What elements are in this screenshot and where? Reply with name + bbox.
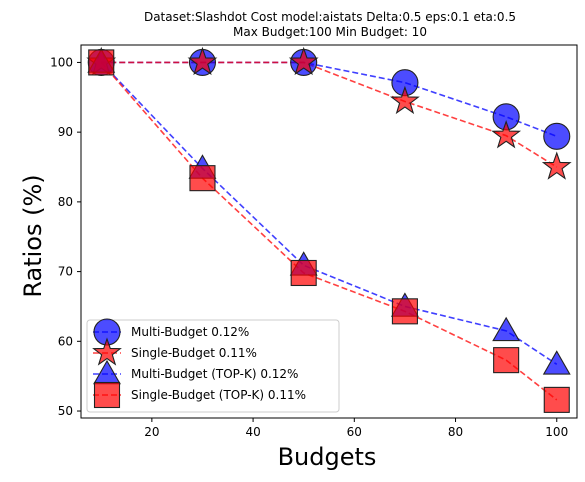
legend-marker [92,337,122,366]
x-tick-label: 60 [347,425,362,439]
data-point [88,49,115,76]
legend-label: Multi-Budget (TOP-K) 0.12% [131,367,298,381]
data-point [491,119,522,149]
y-tick-label: 90 [58,125,73,139]
series-layer [86,46,572,413]
legend-label: Single-Budget (TOP-K) 0.11% [131,388,306,402]
data-point [541,151,572,180]
series-3 [100,61,558,365]
series-1 [101,61,558,138]
data-point [390,85,420,115]
x-tick-label: 100 [545,425,568,439]
data-point [542,350,571,375]
series-line [100,61,558,365]
data-point [290,259,317,287]
chart-subtitle: Max Budget:100 Min Budget: 10 [233,25,427,39]
y-tick-label: 100 [50,55,73,69]
plot-frame [80,44,578,419]
x-axis-label: Budgets [278,443,377,471]
chart-title: Dataset:Slashdot Cost model:aistats Delt… [144,10,516,24]
legend-box [86,319,340,413]
series-line [101,61,558,138]
y-tick-label: 50 [58,404,73,418]
y-tick-label: 60 [58,334,73,348]
axes: 20 40 60 80 100 50 60 70 80 90 100 [50,44,578,439]
data-point [187,46,218,76]
data-point [543,386,570,413]
data-point [391,298,418,325]
series-markers-4 [88,49,570,413]
legend-label: Single-Budget 0.11% [131,346,257,360]
legend-entry: Single-Budget (TOP-K) 0.11% [93,381,306,409]
legend-marker [93,381,121,409]
x-tick-label: 80 [448,425,463,439]
x-tick-label: 40 [245,425,260,439]
legend-entry: Multi-Budget (TOP-K) 0.12% [93,359,298,385]
data-point [189,165,216,192]
y-axis-label: Ratios (%) [19,174,47,297]
data-point [288,46,319,76]
legend: Multi-Budget 0.12% Single-Budget 0.11% Mul… [86,318,340,413]
legend-entry: Single-Budget 0.11% [92,337,257,366]
data-point [492,316,521,342]
x-tick-label: 20 [144,425,159,439]
y-tick-label: 70 [58,265,73,279]
series-line [101,61,558,168]
data-point [493,347,520,374]
series-2 [101,61,558,168]
data-point [543,122,571,150]
legend-label: Multi-Budget 0.12% [131,325,249,339]
y-tick-label: 80 [58,195,73,209]
